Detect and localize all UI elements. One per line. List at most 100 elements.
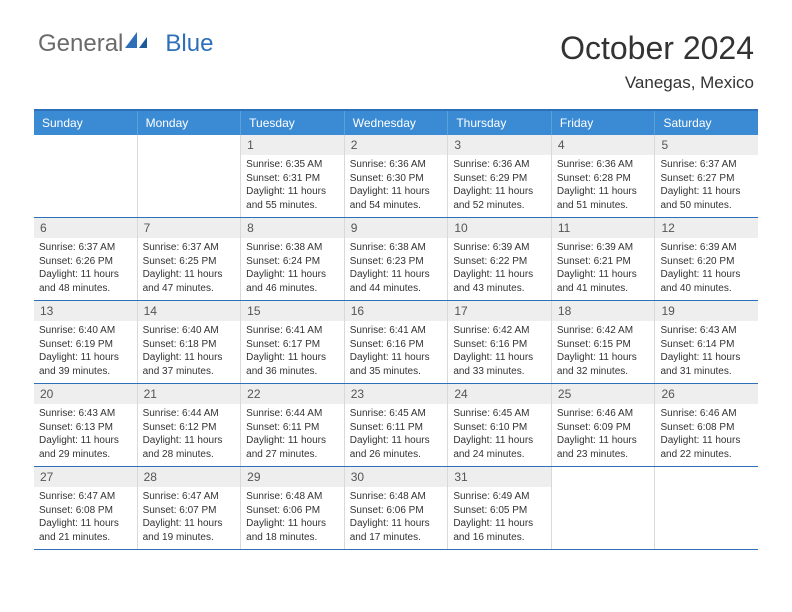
day-number — [34, 135, 137, 141]
day-body: Sunrise: 6:49 AMSunset: 6:05 PMDaylight:… — [448, 487, 551, 548]
day-body: Sunrise: 6:45 AMSunset: 6:10 PMDaylight:… — [448, 404, 551, 465]
day-body: Sunrise: 6:47 AMSunset: 6:07 PMDaylight:… — [138, 487, 241, 548]
day-number: 28 — [138, 467, 241, 487]
calendar-cell: 24Sunrise: 6:45 AMSunset: 6:10 PMDayligh… — [448, 384, 552, 466]
calendar-cell: 20Sunrise: 6:43 AMSunset: 6:13 PMDayligh… — [34, 384, 138, 466]
calendar-cell: 29Sunrise: 6:48 AMSunset: 6:06 PMDayligh… — [241, 467, 345, 549]
calendar-cell: 10Sunrise: 6:39 AMSunset: 6:22 PMDayligh… — [448, 218, 552, 300]
day-body: Sunrise: 6:37 AMSunset: 6:26 PMDaylight:… — [34, 238, 137, 299]
logo-text-general: General — [38, 30, 123, 58]
calendar-cell: 11Sunrise: 6:39 AMSunset: 6:21 PMDayligh… — [552, 218, 656, 300]
day-number: 29 — [241, 467, 344, 487]
calendar-cell: 9Sunrise: 6:38 AMSunset: 6:23 PMDaylight… — [345, 218, 449, 300]
day-number — [552, 467, 655, 473]
day-header: Saturday — [655, 111, 758, 135]
calendar-cell: 12Sunrise: 6:39 AMSunset: 6:20 PMDayligh… — [655, 218, 758, 300]
day-number: 5 — [655, 135, 758, 155]
day-header: Sunday — [34, 111, 138, 135]
day-body: Sunrise: 6:39 AMSunset: 6:21 PMDaylight:… — [552, 238, 655, 299]
day-body: Sunrise: 6:46 AMSunset: 6:09 PMDaylight:… — [552, 404, 655, 465]
day-number — [655, 467, 758, 473]
day-body: Sunrise: 6:37 AMSunset: 6:27 PMDaylight:… — [655, 155, 758, 216]
calendar-cell — [138, 135, 242, 217]
calendar-cell: 30Sunrise: 6:48 AMSunset: 6:06 PMDayligh… — [345, 467, 449, 549]
location-label: Vanegas, Mexico — [560, 73, 754, 93]
day-number: 14 — [138, 301, 241, 321]
day-body: Sunrise: 6:40 AMSunset: 6:18 PMDaylight:… — [138, 321, 241, 382]
day-number: 16 — [345, 301, 448, 321]
calendar-cell: 18Sunrise: 6:42 AMSunset: 6:15 PMDayligh… — [552, 301, 656, 383]
day-body: Sunrise: 6:47 AMSunset: 6:08 PMDaylight:… — [34, 487, 137, 548]
logo: General Blue — [38, 30, 213, 58]
day-number: 2 — [345, 135, 448, 155]
header: General Blue October 2024 Vanegas, Mexic… — [0, 0, 792, 101]
logo-text-blue: Blue — [165, 30, 213, 58]
week-row: 6Sunrise: 6:37 AMSunset: 6:26 PMDaylight… — [34, 218, 758, 301]
calendar-cell: 13Sunrise: 6:40 AMSunset: 6:19 PMDayligh… — [34, 301, 138, 383]
week-row: 13Sunrise: 6:40 AMSunset: 6:19 PMDayligh… — [34, 301, 758, 384]
day-body: Sunrise: 6:38 AMSunset: 6:24 PMDaylight:… — [241, 238, 344, 299]
day-body: Sunrise: 6:48 AMSunset: 6:06 PMDaylight:… — [345, 487, 448, 548]
calendar-cell — [34, 135, 138, 217]
calendar-cell: 6Sunrise: 6:37 AMSunset: 6:26 PMDaylight… — [34, 218, 138, 300]
day-number: 21 — [138, 384, 241, 404]
page-title: October 2024 — [560, 30, 754, 67]
day-body: Sunrise: 6:44 AMSunset: 6:12 PMDaylight:… — [138, 404, 241, 465]
day-number: 12 — [655, 218, 758, 238]
day-number: 9 — [345, 218, 448, 238]
calendar-cell: 17Sunrise: 6:42 AMSunset: 6:16 PMDayligh… — [448, 301, 552, 383]
calendar-cell: 1Sunrise: 6:35 AMSunset: 6:31 PMDaylight… — [241, 135, 345, 217]
calendar: SundayMondayTuesdayWednesdayThursdayFrid… — [34, 109, 758, 550]
calendar-cell: 16Sunrise: 6:41 AMSunset: 6:16 PMDayligh… — [345, 301, 449, 383]
day-number: 19 — [655, 301, 758, 321]
calendar-cell: 4Sunrise: 6:36 AMSunset: 6:28 PMDaylight… — [552, 135, 656, 217]
day-number: 25 — [552, 384, 655, 404]
calendar-cell: 5Sunrise: 6:37 AMSunset: 6:27 PMDaylight… — [655, 135, 758, 217]
day-body: Sunrise: 6:39 AMSunset: 6:22 PMDaylight:… — [448, 238, 551, 299]
day-body: Sunrise: 6:42 AMSunset: 6:16 PMDaylight:… — [448, 321, 551, 382]
day-body: Sunrise: 6:36 AMSunset: 6:28 PMDaylight:… — [552, 155, 655, 216]
day-number: 31 — [448, 467, 551, 487]
day-number: 22 — [241, 384, 344, 404]
day-number: 8 — [241, 218, 344, 238]
day-number: 24 — [448, 384, 551, 404]
calendar-cell: 3Sunrise: 6:36 AMSunset: 6:29 PMDaylight… — [448, 135, 552, 217]
day-number — [138, 135, 241, 141]
day-number: 13 — [34, 301, 137, 321]
calendar-cell: 14Sunrise: 6:40 AMSunset: 6:18 PMDayligh… — [138, 301, 242, 383]
day-number: 30 — [345, 467, 448, 487]
day-number: 20 — [34, 384, 137, 404]
day-body: Sunrise: 6:36 AMSunset: 6:29 PMDaylight:… — [448, 155, 551, 216]
logo-sail-icon — [123, 30, 151, 50]
day-body: Sunrise: 6:42 AMSunset: 6:15 PMDaylight:… — [552, 321, 655, 382]
day-body: Sunrise: 6:41 AMSunset: 6:17 PMDaylight:… — [241, 321, 344, 382]
day-number: 3 — [448, 135, 551, 155]
day-number: 4 — [552, 135, 655, 155]
calendar-cell: 28Sunrise: 6:47 AMSunset: 6:07 PMDayligh… — [138, 467, 242, 549]
day-number: 27 — [34, 467, 137, 487]
week-row: 1Sunrise: 6:35 AMSunset: 6:31 PMDaylight… — [34, 135, 758, 218]
day-body: Sunrise: 6:36 AMSunset: 6:30 PMDaylight:… — [345, 155, 448, 216]
day-header: Wednesday — [345, 111, 449, 135]
title-block: October 2024 Vanegas, Mexico — [560, 30, 754, 93]
week-row: 20Sunrise: 6:43 AMSunset: 6:13 PMDayligh… — [34, 384, 758, 467]
day-body: Sunrise: 6:48 AMSunset: 6:06 PMDaylight:… — [241, 487, 344, 548]
calendar-cell: 27Sunrise: 6:47 AMSunset: 6:08 PMDayligh… — [34, 467, 138, 549]
day-number: 23 — [345, 384, 448, 404]
day-header-row: SundayMondayTuesdayWednesdayThursdayFrid… — [34, 111, 758, 135]
calendar-cell: 25Sunrise: 6:46 AMSunset: 6:09 PMDayligh… — [552, 384, 656, 466]
calendar-cell: 23Sunrise: 6:45 AMSunset: 6:11 PMDayligh… — [345, 384, 449, 466]
day-number: 17 — [448, 301, 551, 321]
day-number: 11 — [552, 218, 655, 238]
day-body: Sunrise: 6:41 AMSunset: 6:16 PMDaylight:… — [345, 321, 448, 382]
day-body: Sunrise: 6:40 AMSunset: 6:19 PMDaylight:… — [34, 321, 137, 382]
day-body: Sunrise: 6:39 AMSunset: 6:20 PMDaylight:… — [655, 238, 758, 299]
calendar-cell — [552, 467, 656, 549]
day-body: Sunrise: 6:35 AMSunset: 6:31 PMDaylight:… — [241, 155, 344, 216]
calendar-cell: 19Sunrise: 6:43 AMSunset: 6:14 PMDayligh… — [655, 301, 758, 383]
calendar-cell: 26Sunrise: 6:46 AMSunset: 6:08 PMDayligh… — [655, 384, 758, 466]
calendar-cell: 7Sunrise: 6:37 AMSunset: 6:25 PMDaylight… — [138, 218, 242, 300]
day-body: Sunrise: 6:37 AMSunset: 6:25 PMDaylight:… — [138, 238, 241, 299]
day-header: Thursday — [448, 111, 552, 135]
day-header: Friday — [552, 111, 656, 135]
